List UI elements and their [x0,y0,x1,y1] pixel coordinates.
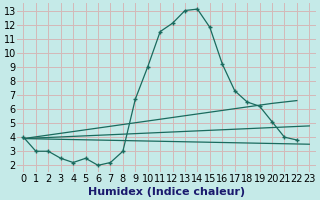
X-axis label: Humidex (Indice chaleur): Humidex (Indice chaleur) [88,187,245,197]
